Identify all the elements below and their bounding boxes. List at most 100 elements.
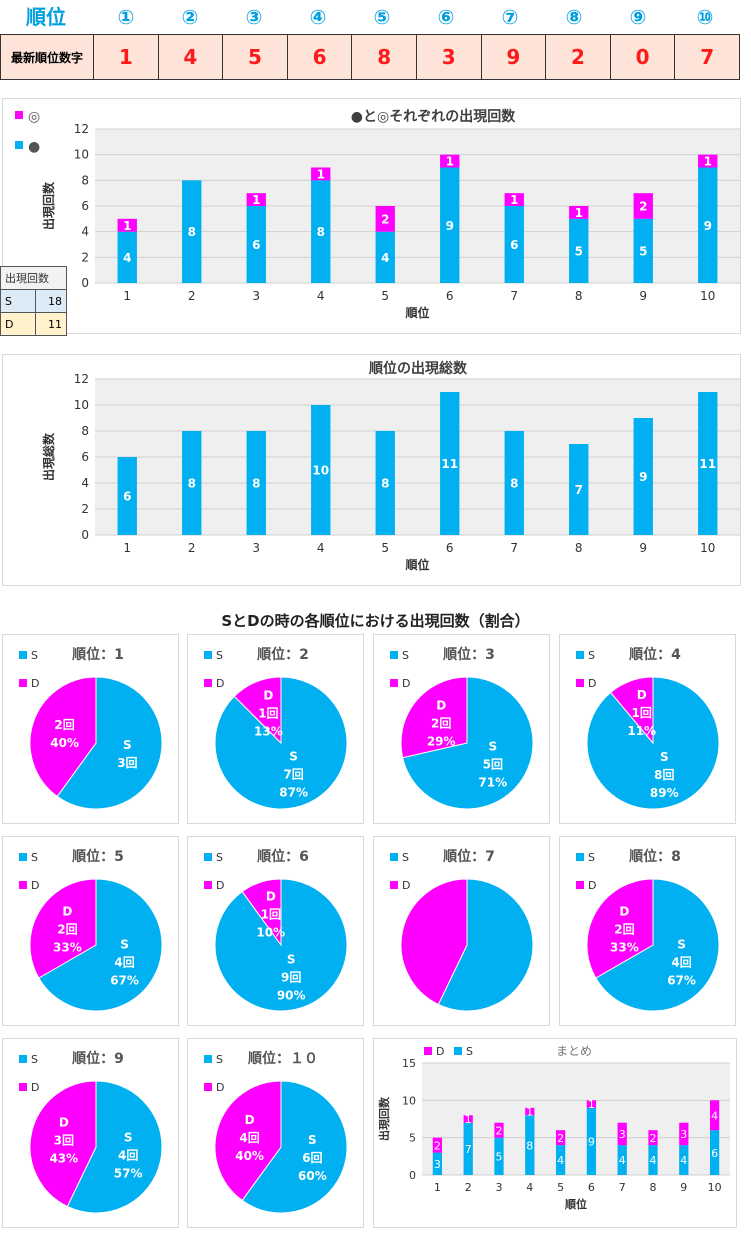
latest-label: 最新順位数字 bbox=[0, 34, 94, 80]
table-row: 最新順位数字 1 4 5 6 8 3 9 2 0 7 bbox=[0, 34, 740, 80]
latest-digit-3: 5 bbox=[222, 34, 288, 80]
legend-swatch-s bbox=[576, 651, 584, 659]
bar bbox=[117, 457, 137, 535]
pie-label-d: 2回 bbox=[57, 923, 77, 937]
data-label: 2 bbox=[434, 1139, 441, 1152]
x-tick-label: 3 bbox=[252, 289, 260, 303]
stacked-count-chart: 024681012141283614815426917618519521091●… bbox=[15, 108, 740, 320]
bar-segment-primary bbox=[182, 180, 202, 283]
pie-chart-1: S 3回 2回 40% 順位：1 S D bbox=[19, 646, 163, 810]
y-tick-label: 10 bbox=[74, 398, 89, 412]
pie-label-s: 3回 bbox=[117, 756, 137, 770]
pie-label-s: S bbox=[120, 938, 129, 952]
legend-swatch-s bbox=[19, 1055, 27, 1063]
pie-label-d: D bbox=[637, 688, 647, 702]
bar-segment-primary bbox=[440, 167, 460, 283]
pie-label-s: 71% bbox=[478, 776, 507, 790]
data-label: 11 bbox=[699, 457, 716, 471]
data-label: 1 bbox=[575, 206, 583, 220]
pie-slice-s bbox=[66, 1080, 163, 1214]
position-1: ① bbox=[117, 5, 135, 29]
chart-title: まとめ bbox=[556, 1044, 592, 1058]
data-label: 10 bbox=[312, 464, 329, 478]
data-label: 4 bbox=[650, 1154, 657, 1167]
bar-segment-secondary bbox=[633, 193, 653, 219]
legend-swatch-d bbox=[19, 1083, 27, 1091]
pie-slice-d bbox=[609, 676, 654, 745]
pie-slice-s bbox=[241, 1080, 348, 1214]
pie-label-s: S bbox=[124, 1130, 133, 1144]
pie-label-d: 2回 bbox=[431, 716, 451, 730]
legend-swatch-s bbox=[15, 141, 23, 149]
pie-label-s: S bbox=[488, 740, 497, 754]
latest-digit-9: 0 bbox=[609, 34, 676, 80]
legend-label-s: S bbox=[216, 649, 223, 662]
pie-title: 順位：4 bbox=[629, 646, 681, 663]
data-label: 3 bbox=[680, 1128, 687, 1141]
data-label: 6 bbox=[123, 490, 131, 504]
pie-panel-5: S 4回 67% D 2回 33% 順位：5 S D bbox=[2, 836, 179, 1026]
data-label: 2 bbox=[639, 200, 647, 214]
y-tick-label: 10 bbox=[402, 1094, 416, 1107]
bar bbox=[311, 405, 331, 535]
bar-segment-secondary bbox=[375, 206, 395, 232]
bar bbox=[246, 431, 266, 535]
legend-label-s: S bbox=[588, 851, 595, 864]
summary-value-d: 11 bbox=[35, 312, 67, 336]
x-tick-label: 8 bbox=[575, 541, 583, 555]
bar bbox=[440, 392, 460, 535]
bar-segment-secondary bbox=[709, 1100, 720, 1131]
pie-panel-3: S 5回 71% D 2回 29% 順位：3 S D bbox=[373, 634, 550, 824]
pie-label-d: 2回 bbox=[614, 923, 634, 937]
y-tick-label: 0 bbox=[81, 528, 89, 542]
legend-swatch-d bbox=[19, 881, 27, 889]
pie-chart-4: S 8回 89% D 1回 11% 順位：4 S D bbox=[576, 646, 720, 810]
data-label: 4 bbox=[711, 1109, 718, 1122]
pie-label-d: 29% bbox=[427, 734, 456, 748]
y-axis-label: 出現回数 bbox=[41, 181, 56, 230]
chart-title: ●と◎それぞれの出現回数 bbox=[351, 108, 516, 125]
pie-chart-3: S 5回 71% D 2回 29% 順位：3 S D bbox=[390, 646, 534, 810]
pie-label-s: 7回 bbox=[283, 767, 303, 781]
pie-title: 順位：2 bbox=[257, 646, 309, 663]
x-tick-label: 10 bbox=[700, 541, 715, 555]
bar-segment-primary bbox=[246, 206, 266, 283]
x-tick-label: 10 bbox=[700, 289, 715, 303]
pie-label-s: 9回 bbox=[281, 970, 301, 984]
legend-swatch-d bbox=[390, 881, 398, 889]
pie-title: 順位：9 bbox=[72, 1050, 124, 1067]
stacked-count-chart-panel: 0 2 4 6 8 10 12 1 4 1 2 8 3 6 1 4 8 1 5 4 2 6 9 1 7 6 1 8 5 1 9 5 2 10 9 1 ●… bbox=[2, 98, 741, 334]
pie-panel-1: S 3回 2回 40% 順位：1 S D bbox=[2, 634, 179, 824]
legend-label-d: D bbox=[436, 1045, 444, 1058]
pie-label-s: 5回 bbox=[483, 758, 503, 772]
y-tick-label: 6 bbox=[81, 199, 89, 213]
pie-label-d: 1回 bbox=[258, 707, 278, 721]
data-label: 4 bbox=[381, 251, 389, 265]
legend-label-d: D bbox=[402, 677, 410, 690]
legend-swatch-s bbox=[204, 1055, 212, 1063]
bar-segment-secondary bbox=[432, 1137, 443, 1153]
data-label: 1 bbox=[446, 155, 454, 169]
legend-label-d: D bbox=[588, 879, 596, 892]
data-label: 11 bbox=[441, 457, 458, 471]
x-tick-label: 2 bbox=[188, 541, 196, 555]
y-axis-label: 出現総数 bbox=[41, 432, 56, 481]
data-label: 7 bbox=[575, 483, 583, 497]
bar bbox=[182, 431, 202, 535]
pie-label-d: 43% bbox=[49, 1152, 78, 1166]
pie-label-d: 2回 bbox=[54, 718, 74, 732]
pie-label-s: 67% bbox=[110, 974, 139, 988]
data-label: 9 bbox=[704, 219, 712, 233]
data-label: 1 bbox=[588, 1098, 595, 1111]
x-tick-label: 6 bbox=[446, 541, 454, 555]
data-label: 6 bbox=[711, 1147, 718, 1160]
table-row: 出現回数 bbox=[0, 266, 67, 290]
pie-label-s: 90% bbox=[277, 988, 306, 1002]
summary-key-d: D bbox=[0, 312, 36, 336]
pie-slice-d bbox=[29, 1080, 97, 1208]
latest-digit-10: 7 bbox=[674, 34, 740, 80]
pie-slice-d bbox=[241, 878, 282, 947]
pie-label-s: S bbox=[677, 938, 686, 952]
data-label: 1 bbox=[123, 219, 131, 233]
legend-label-s: S bbox=[402, 851, 409, 864]
